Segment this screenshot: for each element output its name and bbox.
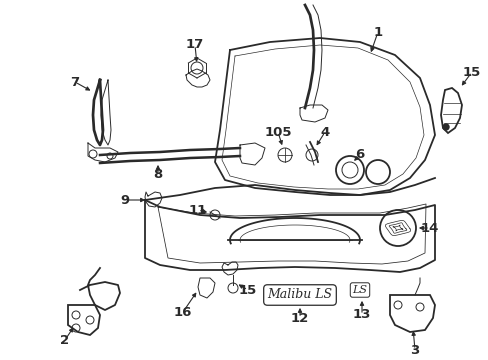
Text: 14: 14: [420, 221, 438, 234]
Text: Malibu LS: Malibu LS: [267, 288, 332, 302]
Text: 1: 1: [373, 26, 382, 39]
Text: 15: 15: [462, 66, 480, 78]
Text: 105: 105: [264, 126, 291, 139]
Circle shape: [442, 124, 448, 130]
Text: 3: 3: [409, 343, 419, 356]
Text: 2: 2: [61, 333, 69, 346]
Text: 4: 4: [320, 126, 329, 139]
Text: 9: 9: [120, 194, 129, 207]
Text: 16: 16: [173, 306, 192, 319]
Text: 8: 8: [153, 168, 163, 181]
Text: LS: LS: [352, 285, 367, 295]
Text: 7: 7: [70, 76, 80, 89]
Text: 13: 13: [352, 309, 370, 321]
Text: 6: 6: [355, 148, 364, 162]
Text: 12: 12: [290, 311, 308, 324]
Text: 11: 11: [188, 203, 207, 216]
Text: 17: 17: [185, 39, 203, 51]
Text: 15: 15: [238, 284, 257, 297]
